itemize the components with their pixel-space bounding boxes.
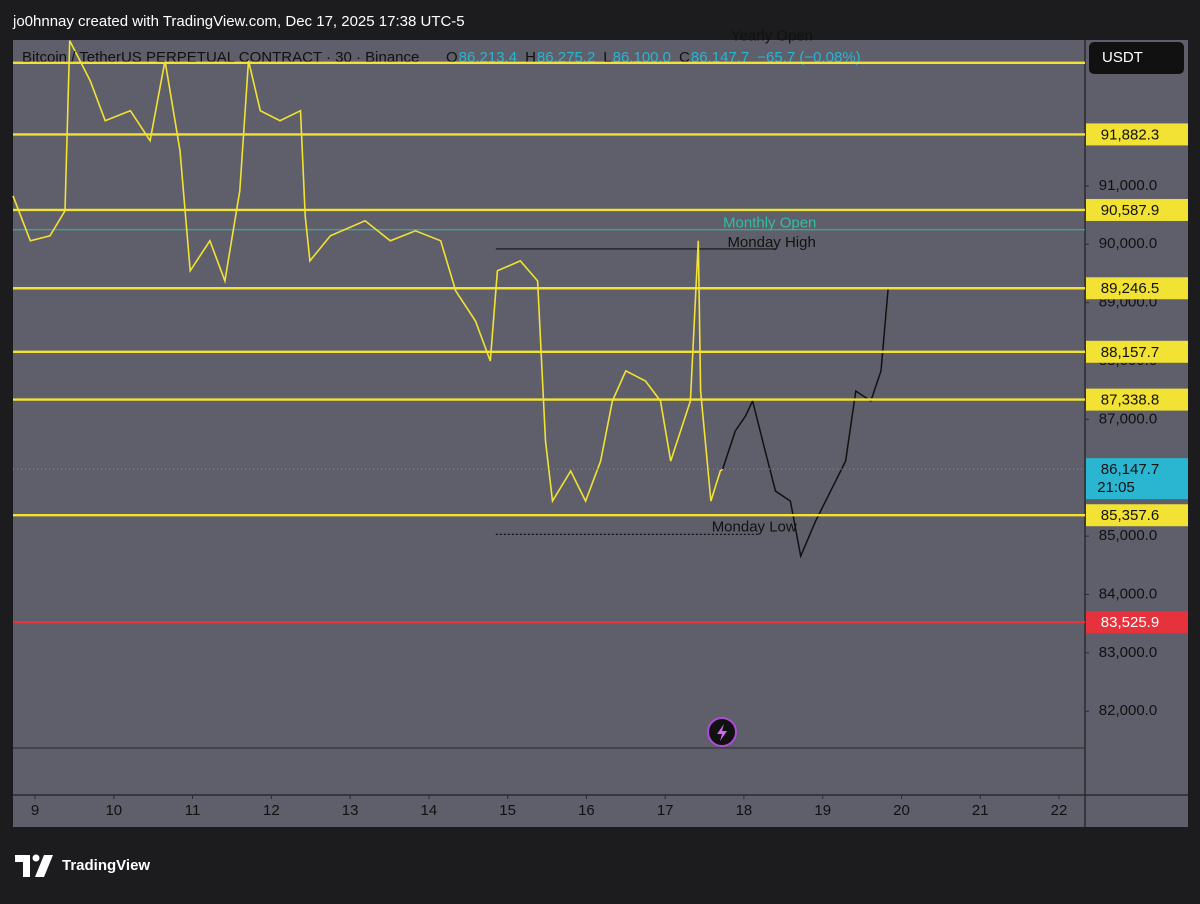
current-price-label: 86,147.7	[1101, 461, 1159, 478]
plot: Yearly Open Monthly Open Monday High Monday…	[12, 28, 1085, 559]
level-label: 85,357.6	[1101, 507, 1159, 524]
level-box	[1086, 123, 1188, 146]
ohlc-key: C	[679, 49, 690, 66]
x-tick-label: 22	[1051, 802, 1068, 819]
level-label: 88,157.7	[1101, 344, 1159, 361]
y-tick-label: 82,000.0	[1099, 702, 1157, 719]
level-box	[1086, 340, 1188, 363]
level-box	[1086, 277, 1188, 300]
x-tick-label: 10	[105, 802, 122, 819]
level-box	[1086, 504, 1188, 527]
currency-button[interactable]	[1089, 42, 1184, 74]
current-price-box	[1086, 458, 1188, 500]
y-tick-label: 91,000.0	[1099, 177, 1157, 194]
x-tick-label: 18	[736, 802, 753, 819]
currency[interactable]: USDT	[1102, 49, 1143, 66]
x-tick-label: 12	[263, 802, 280, 819]
ohlc-key: O	[446, 49, 458, 66]
logo-dot	[32, 854, 40, 862]
current-price-countdown: 21:05	[1097, 479, 1135, 496]
alert-bolt	[717, 724, 727, 741]
annotation-text: Monday Low	[712, 518, 797, 535]
ohlc-key: H	[525, 49, 536, 66]
x-tick-label: 15	[499, 802, 516, 819]
chart-pane	[13, 40, 1188, 827]
ohlc-key: L	[603, 49, 611, 66]
x-tick-label: 9	[31, 802, 39, 819]
annotation-text: Monday High	[727, 234, 815, 251]
brand-logo: TradingView	[15, 854, 150, 877]
level-label: 83,525.9	[1101, 614, 1159, 631]
logo-slash	[35, 855, 53, 877]
x-tick-label: 19	[814, 802, 831, 819]
price-line	[721, 288, 889, 559]
y-tick-label: 87,000.0	[1099, 410, 1157, 427]
level-label: 90,587.9	[1101, 202, 1159, 219]
y-tick-label: 84,000.0	[1099, 585, 1157, 602]
x-tick-label: 17	[657, 802, 674, 819]
y-tick-label: 85,000.0	[1099, 527, 1157, 544]
x-tick-label: 13	[342, 802, 359, 819]
chart-title: jo0hnnay created with TradingView.com, D…	[12, 13, 465, 30]
brand: TradingView	[62, 857, 150, 874]
x-tick-label: 11	[185, 802, 201, 819]
level-box	[1086, 388, 1188, 411]
x-tick-label: 16	[578, 802, 595, 819]
price-line	[12, 40, 724, 504]
y-tick-label: 83,000.0	[1099, 644, 1157, 661]
level-label: 87,338.8	[1101, 392, 1159, 409]
annotation-text: Monthly Open	[723, 215, 816, 232]
x-tick-label: 20	[893, 802, 910, 819]
logo-mark	[15, 855, 30, 877]
annotation-text: Yearly Open	[731, 28, 813, 45]
level-box	[1086, 611, 1188, 634]
level-label: 89,246.5	[1101, 280, 1159, 297]
x-tick-label: 14	[421, 802, 438, 819]
y-tick-label: 90,000.0	[1099, 235, 1157, 252]
level-label: 91,882.3	[1101, 126, 1159, 143]
level-box	[1086, 198, 1188, 221]
x-tick-label: 21	[972, 802, 989, 819]
